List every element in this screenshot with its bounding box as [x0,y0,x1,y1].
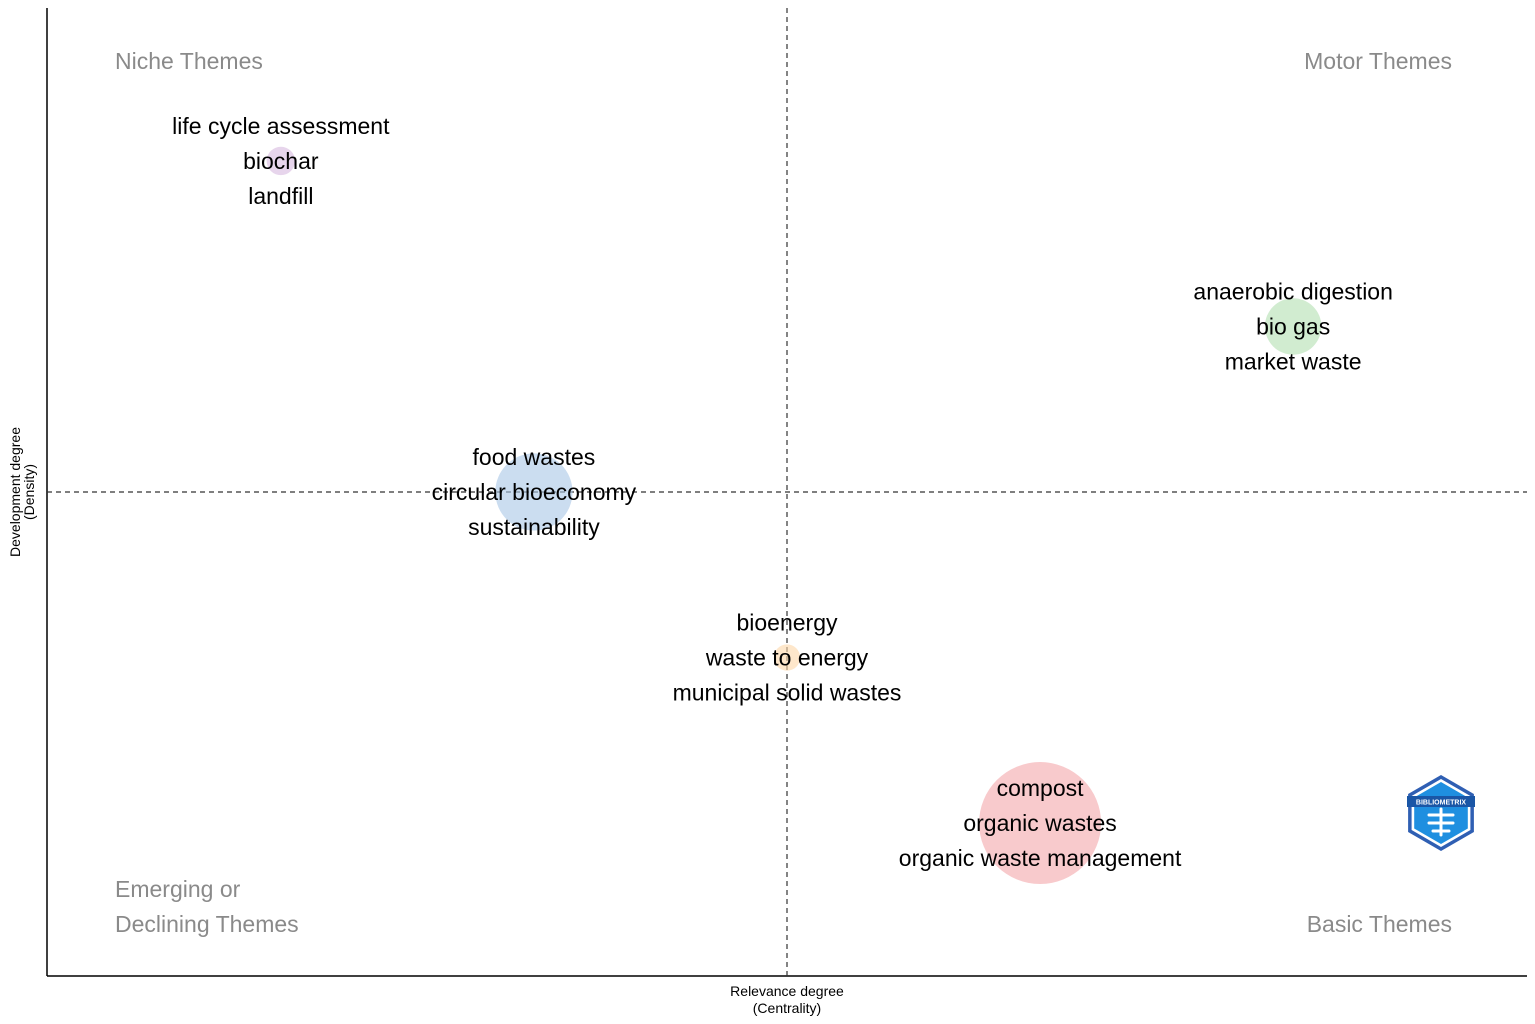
logo-banner [1407,796,1475,807]
quadrant-label: Basic Themes [1307,911,1452,937]
cluster-label: sustainability [468,514,600,540]
cluster-bubble [1264,298,1322,355]
cluster-label: municipal solid wastes [673,680,902,706]
cluster-labels-layer: life cycle assessment biochar landfill anae… [172,113,1393,871]
logo-text: BIBLIOMETRIX [1416,800,1466,807]
cluster-label: bioenergy [736,610,838,636]
cluster-label: anaerobic digestion [1193,278,1392,304]
x-axis-title: Relevance degree [730,983,844,999]
cluster-bubble [979,762,1102,885]
quadrant-label: Emerging or [115,876,241,902]
y-axis-title: (Density) [21,464,37,520]
y-axis-title: Development degree [7,427,23,557]
cluster-label: landfill [248,183,313,209]
cluster-bubble [266,146,296,176]
cluster-label: compost [997,775,1085,801]
quadrant-label: Motor Themes [1304,48,1452,74]
cluster-label: food wastes [473,444,596,470]
logo-figure-icon [1427,807,1455,837]
quadrant-labels-layer: Niche Themes Motor Themes Emerging or Decli… [115,48,1452,937]
cluster-label: circular bioeconomy [432,479,637,505]
cluster-label: organic wastes [963,810,1116,836]
cluster-label: waste to energy [705,645,869,671]
axes-layer: Relevance degree(Centrality) Development … [7,8,1527,1016]
reference-lines-layer [47,8,1527,976]
cluster-label: bio gas [1256,313,1330,339]
bibliometrix-logo: BIBLIOMETRIX [1407,775,1475,851]
cluster-label: organic waste management [899,845,1182,871]
quadrant-label: Niche Themes [115,48,263,74]
cluster-label: life cycle assessment [172,113,390,139]
bubbles-layer [266,146,1322,885]
cluster-label: biochar [243,148,319,174]
cluster-bubble [773,644,801,671]
cluster-bubble [495,453,573,531]
x-axis-title: (Centrality) [753,1000,821,1016]
quadrant-label: Declining Themes [115,911,299,937]
cluster-label: market waste [1225,348,1362,374]
